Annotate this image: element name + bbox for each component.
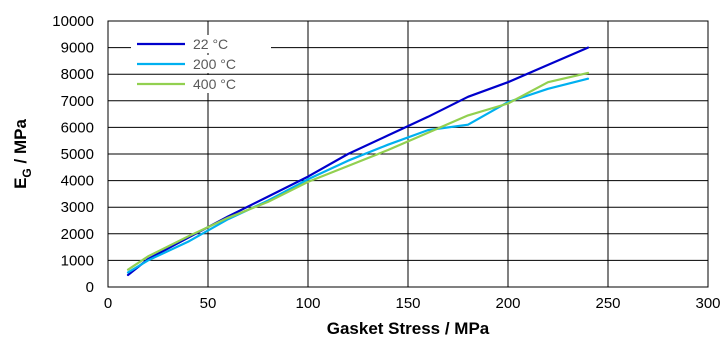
series-line-2 bbox=[126, 71, 590, 271]
legend-entry-bg bbox=[131, 35, 271, 53]
y-tick-label: 10000 bbox=[52, 13, 94, 30]
y-tick-label: 6000 bbox=[61, 119, 94, 136]
y-tick-label: 4000 bbox=[61, 173, 94, 190]
x-tick-label: 50 bbox=[200, 295, 217, 312]
series-layer bbox=[126, 46, 590, 277]
legend: 22 °C 200 °C 400 °C bbox=[131, 35, 271, 93]
x-tick-label: 150 bbox=[395, 295, 420, 312]
y-tick-label: 5000 bbox=[61, 146, 94, 163]
x-axis-title: Gasket Stress / MPa bbox=[327, 319, 490, 338]
y-tick-label: 1000 bbox=[61, 252, 94, 269]
y-axis-title-rest: / MPa bbox=[11, 119, 30, 169]
series-line-0 bbox=[126, 46, 590, 277]
x-tick-label: 200 bbox=[495, 295, 520, 312]
x-tick-label: 0 bbox=[104, 295, 112, 312]
y-tick-label: 0 bbox=[86, 279, 94, 296]
x-tick-label: 250 bbox=[595, 295, 620, 312]
y-tick-label: 9000 bbox=[61, 40, 94, 57]
y-axis-title: EG / MPa bbox=[11, 119, 34, 189]
plot-area bbox=[107, 20, 709, 288]
series-line-1 bbox=[126, 77, 590, 274]
y-tick-label: 7000 bbox=[61, 93, 94, 110]
y-axis-title-subscript: G bbox=[20, 168, 34, 177]
legend-label-1: 200 °C bbox=[193, 56, 236, 72]
tick-labels: 0100020003000400050006000700080009000100… bbox=[52, 13, 720, 312]
y-tick-label: 3000 bbox=[61, 199, 94, 216]
y-tick-label: 2000 bbox=[61, 226, 94, 243]
grid bbox=[107, 20, 709, 288]
x-tick-label: 100 bbox=[295, 295, 320, 312]
legend-entry-bg bbox=[131, 75, 271, 93]
legend-label-2: 400 °C bbox=[193, 76, 236, 92]
legend-label-0: 22 °C bbox=[193, 36, 228, 52]
y-tick-label: 8000 bbox=[61, 66, 94, 83]
x-tick-label: 300 bbox=[695, 295, 720, 312]
y-axis-title-main: E bbox=[11, 178, 30, 189]
legend-entry-bg bbox=[131, 55, 271, 73]
